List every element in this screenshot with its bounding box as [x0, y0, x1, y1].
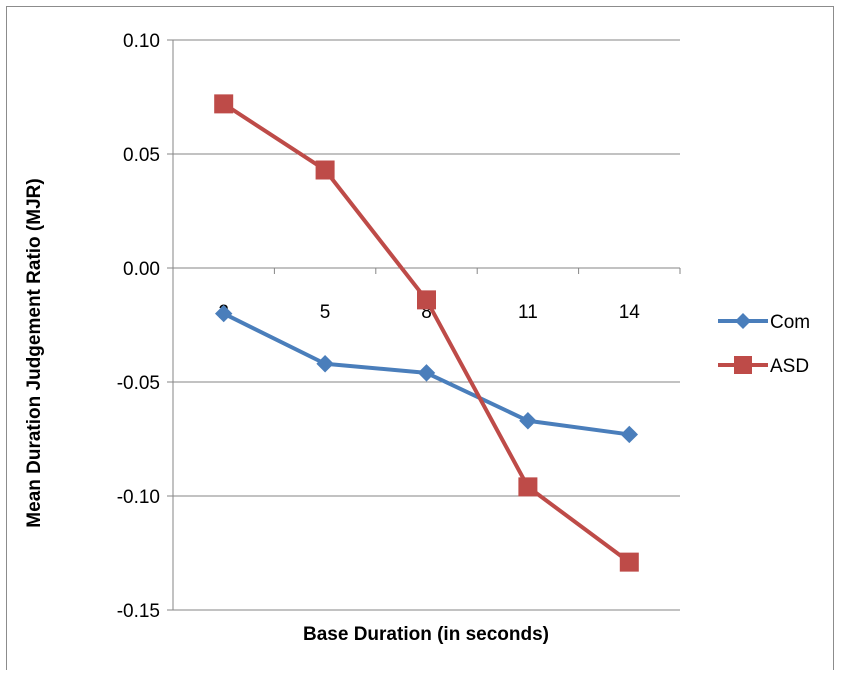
legend-marker-asd: [734, 356, 752, 374]
series-asd: [214, 94, 639, 572]
data-point-com: [620, 425, 639, 444]
legend-item-asd: ASD: [718, 356, 809, 377]
x-tick-label: 5: [320, 302, 331, 323]
x-tick-label: 11: [518, 302, 538, 323]
legend-label-asd: ASD: [770, 356, 809, 377]
data-point-asd: [214, 94, 234, 114]
series-layer: [214, 94, 639, 572]
y-tick-label: -0.10: [117, 487, 160, 508]
data-point-asd: [315, 160, 335, 180]
x-tick-label: 14: [619, 302, 641, 323]
data-point-com: [417, 364, 436, 382]
chart-area: [6, 6, 834, 670]
axes: [167, 39, 681, 611]
y-tick-label: -0.05: [117, 373, 160, 394]
data-point-asd: [518, 477, 538, 497]
legend-label-com: Com: [770, 312, 810, 333]
x-tick-label: 8: [421, 302, 432, 323]
legend: Com ASD: [718, 312, 810, 377]
legend-marker-com: [735, 313, 751, 329]
y-tick-label: 0.10: [123, 31, 160, 52]
data-point-com: [316, 355, 334, 373]
data-point-com: [519, 412, 537, 430]
y-tick-label: -0.15: [117, 601, 160, 622]
series-line-asd: [222, 102, 631, 564]
legend-item-com: Com: [718, 312, 810, 333]
y-tick-labels: 0.10 0.05 0.00 -0.05 -0.10 -0.15: [117, 31, 160, 622]
y-tick-label: 0.05: [123, 145, 160, 166]
y-tick-label: 0.00: [123, 259, 160, 280]
data-point-com: [214, 304, 233, 323]
x-axis-title: Base Duration (in seconds): [303, 624, 549, 645]
data-point-asd: [619, 552, 639, 572]
y-axis-title: Mean Duration Judgement Ratio (MJR): [24, 178, 45, 527]
series-com: [214, 304, 639, 444]
data-point-asd: [417, 290, 436, 310]
